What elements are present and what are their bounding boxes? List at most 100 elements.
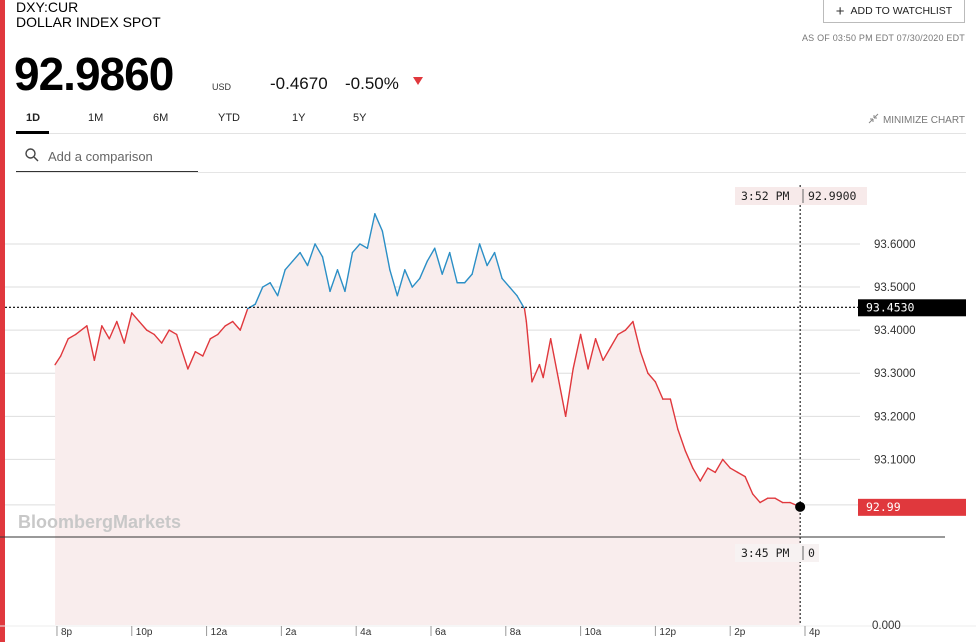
price-line-segment <box>692 467 701 482</box>
price-line-segment <box>224 320 234 327</box>
price-line-segment <box>217 325 226 336</box>
price-line-segment <box>86 325 96 362</box>
ticker-symbol: DXY:CUR <box>16 0 79 15</box>
currency-label: USD <box>212 82 232 92</box>
comparison-search-input[interactable] <box>46 144 200 168</box>
x-tick-label: 10a <box>585 627 602 638</box>
price-line-segment <box>389 269 399 297</box>
price-line-segment <box>471 243 481 275</box>
tab-1y[interactable]: 1Y <box>292 112 306 124</box>
x-tick-label: 6a <box>435 627 447 638</box>
price-line-segment <box>54 355 62 366</box>
instrument-name: DOLLAR INDEX SPOT <box>16 14 161 30</box>
price-line-segment <box>684 450 694 469</box>
y-tick-label: 93.4000 <box>874 325 916 337</box>
price-line-segment <box>93 325 103 362</box>
crosshair-tag-bg <box>735 187 867 205</box>
tab-6m[interactable]: 6M <box>153 112 169 124</box>
price-line-segment <box>654 381 664 400</box>
x-tick-label: 10p <box>136 627 153 638</box>
tab-5y[interactable]: 5Y <box>353 112 367 124</box>
active-tab-indicator <box>16 131 49 134</box>
y-tick-label: 93.6000 <box>874 239 916 251</box>
price-line-segment <box>291 251 301 262</box>
price-line-segment <box>232 320 241 331</box>
crosshair-time-label: 3:52 PM <box>741 189 790 203</box>
x-tick-label: 4p <box>809 627 821 638</box>
price-line-segment <box>306 243 316 267</box>
tab-ytd[interactable]: YTD <box>218 112 240 124</box>
tab-1d[interactable]: 1D <box>26 112 41 124</box>
price-line <box>54 213 801 508</box>
price-line-segment <box>116 320 125 344</box>
price-line-segment <box>774 497 784 504</box>
price-line-segment <box>609 333 619 349</box>
price-line-segment <box>153 333 163 344</box>
x-tick-label: 4a <box>360 627 372 638</box>
price-line-segment <box>321 256 331 293</box>
price-line-segment <box>531 363 541 383</box>
down-arrow-icon <box>413 77 423 85</box>
price-line-segment <box>729 467 739 474</box>
last-price-label: 92.99 <box>866 500 901 514</box>
price-line-segment <box>101 325 111 340</box>
x-tick-label: 2a <box>285 627 297 638</box>
search-icon <box>24 147 40 163</box>
price-line-segment <box>594 338 604 362</box>
minimize-chart-button[interactable]: MINIMIZE CHART <box>868 113 965 127</box>
crosshair-volume-value: 0 <box>808 546 815 560</box>
price-line-segment <box>542 338 552 379</box>
price-line-segment <box>744 475 754 495</box>
price-line-segment <box>699 467 709 482</box>
price-line-segment <box>160 329 170 344</box>
price-line-segment <box>254 286 264 305</box>
crosshair-value-label: 92.9900 <box>808 189 857 203</box>
price-line-segment <box>493 251 503 280</box>
price-line-segment <box>448 251 458 284</box>
price-line-segment <box>639 350 649 374</box>
as-of-timestamp: AS OF 03:50 PM EDT 07/30/2020 EDT <box>801 33 965 43</box>
price-line-segment <box>284 260 294 271</box>
price-line-segment <box>538 363 544 379</box>
price-line-segment <box>501 277 511 288</box>
y-tick-label: 93.1000 <box>874 454 916 466</box>
price-line-segment <box>736 471 746 478</box>
price-line-segment <box>632 320 642 353</box>
price-line-segment <box>329 269 339 293</box>
minimize-icon <box>868 113 879 127</box>
price-line-segment <box>351 243 361 254</box>
price-line-segment <box>381 230 391 271</box>
price-line-segment <box>441 251 451 275</box>
price-line-segment <box>549 338 559 379</box>
tab-1m[interactable]: 1M <box>88 112 104 124</box>
previous-close-tag-bg <box>858 299 966 317</box>
price-line-segment <box>486 251 496 267</box>
price-line-segment <box>523 307 528 323</box>
x-tick-label: 12p <box>659 627 676 638</box>
price-line-segment <box>572 333 582 370</box>
previous-close-label: 93.4530 <box>866 300 915 314</box>
crosshair-volume-tag: 3:45 PM 0 <box>735 544 819 562</box>
tabs-divider <box>16 133 966 134</box>
last-price: 92.9860 <box>14 48 174 100</box>
price-line-segment <box>669 398 679 430</box>
price-line-segment <box>564 368 574 418</box>
price-line-segment <box>168 329 178 336</box>
price-line-segment <box>187 350 197 370</box>
volume-axis-label: 0.000 <box>872 620 901 632</box>
price-line-segment <box>759 497 769 504</box>
price-line-segment <box>108 320 118 340</box>
price-line-segment <box>396 269 406 297</box>
price-line-segment <box>60 338 69 357</box>
x-tick-label: 8p <box>61 627 73 638</box>
price-line-segment <box>261 282 271 288</box>
price-line-segment <box>525 320 533 383</box>
price-line-segment <box>463 273 473 284</box>
watchlist-label: ADD TO WATCHLIST <box>850 5 953 17</box>
price-line-segment <box>647 372 657 383</box>
add-to-watchlist-button[interactable]: + ADD TO WATCHLIST <box>823 0 965 23</box>
x-tick-label: 12a <box>211 627 228 638</box>
last-price-marker <box>795 501 806 512</box>
price-line-segment <box>194 350 204 357</box>
